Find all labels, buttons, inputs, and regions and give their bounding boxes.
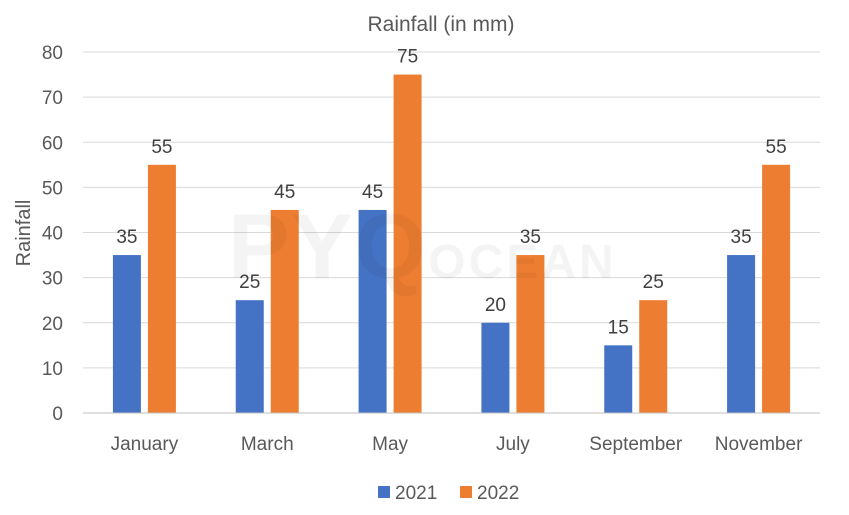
data-label: 20 <box>485 295 506 316</box>
gridlines <box>83 51 820 369</box>
data-label: 25 <box>239 272 260 293</box>
data-label: 55 <box>151 137 172 158</box>
y-tick-label: 10 <box>42 359 63 380</box>
x-tick-label: March <box>241 434 294 455</box>
y-tick-label: 70 <box>42 88 63 109</box>
bars <box>112 74 791 413</box>
y-tick-label: 30 <box>42 269 63 290</box>
legend-label-2022: 2022 <box>477 483 519 504</box>
bar-2022-march <box>270 209 299 413</box>
bar-2021-september <box>604 345 633 413</box>
y-tick-label: 80 <box>42 43 63 64</box>
chart-title: Rainfall (in mm) <box>367 13 514 36</box>
bar-2021-march <box>235 300 264 413</box>
x-tick-label: May <box>372 434 408 455</box>
bar-2022-january <box>147 164 176 413</box>
y-axis-label: Rainfall <box>13 200 35 267</box>
y-tick-label: 0 <box>52 404 63 425</box>
legend-label-2021: 2021 <box>395 483 437 504</box>
data-label: 15 <box>608 317 629 338</box>
y-tick-label: 40 <box>42 224 63 245</box>
legend-swatch-2022 <box>460 486 472 498</box>
data-label: 45 <box>274 182 295 203</box>
bar-2022-november <box>762 164 791 413</box>
data-label: 25 <box>643 272 664 293</box>
y-tick-label: 20 <box>42 314 63 335</box>
data-label: 35 <box>731 227 752 248</box>
bar-2021-july <box>481 322 510 413</box>
data-label: 35 <box>116 227 137 248</box>
bar-2022-may <box>393 74 422 413</box>
x-tick-label: November <box>715 434 803 455</box>
bar-2021-january <box>112 255 141 413</box>
y-tick-label: 50 <box>42 178 63 199</box>
y-tick-label: 60 <box>42 133 63 154</box>
legend: 2021 2022 <box>378 483 519 504</box>
data-label: 35 <box>520 227 541 248</box>
x-tick-label: January <box>111 434 179 455</box>
data-label: 55 <box>766 137 787 158</box>
x-tick-label: July <box>496 434 530 455</box>
data-label: 45 <box>362 182 383 203</box>
data-label: 75 <box>397 47 418 68</box>
x-axis-ticks: January March May July September November <box>111 434 803 455</box>
bar-2022-july <box>516 255 545 413</box>
legend-swatch-2021 <box>378 486 390 498</box>
data-labels: 35 55 25 45 45 75 20 35 15 25 35 55 <box>116 47 786 339</box>
x-tick-label: September <box>589 434 683 455</box>
bar-2021-november <box>727 255 756 413</box>
y-axis-ticks: 0 10 20 30 40 50 60 70 80 <box>42 43 63 425</box>
bar-2021-may <box>358 209 387 413</box>
bar-2022-september <box>639 300 668 413</box>
